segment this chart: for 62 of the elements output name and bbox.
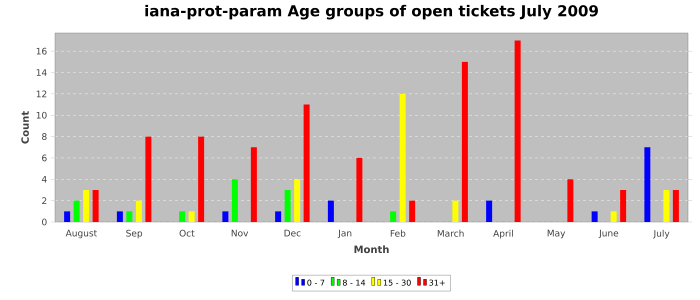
legend-label: 31+ (429, 280, 445, 286)
bar (145, 136, 152, 222)
bar (198, 136, 204, 222)
y-tick-label: 4 (42, 176, 47, 183)
bar (514, 40, 521, 222)
legend-label: 8 - 14 (342, 280, 366, 286)
bar (486, 200, 492, 222)
bar (672, 190, 679, 222)
x-tick-label: June (598, 230, 618, 238)
x-tick-label: May (548, 230, 566, 238)
bar (188, 211, 195, 222)
bar (462, 62, 468, 222)
chart-title: iana-prot-param Age groups of open tickets July 2009 (145, 4, 598, 20)
bar (356, 158, 362, 222)
bar (74, 200, 80, 222)
y-tick-label: 2 (42, 197, 46, 204)
bar (250, 147, 257, 222)
bar (567, 179, 574, 222)
legend-label: 15 - 30 (384, 280, 411, 286)
y-tick-label: 16 (36, 48, 47, 55)
x-tick-label: Jan (338, 230, 352, 238)
x-tick-label: April (493, 230, 513, 239)
y-tick-label: 12 (36, 90, 46, 98)
bar (304, 104, 310, 222)
x-tick-label: Sep (126, 230, 142, 238)
x-axis-title: Month (354, 245, 389, 254)
bar (663, 190, 670, 222)
bar (452, 200, 458, 222)
y-tick-label: 14 (36, 69, 47, 76)
y-tick-label: 8 (42, 133, 47, 140)
bar (92, 190, 99, 222)
y-tick-label: 6 (42, 154, 47, 162)
bar (409, 200, 416, 222)
bar (116, 211, 123, 222)
bar (232, 179, 238, 222)
bar (390, 211, 396, 222)
x-tick-label: July (653, 230, 670, 239)
x-tick-label: Oct (180, 230, 194, 237)
bar (592, 211, 598, 222)
bar (136, 200, 142, 222)
x-tick-label: March (438, 230, 464, 237)
y-tick-label: 0 (42, 218, 47, 226)
bar (275, 211, 282, 222)
bar (64, 211, 70, 222)
y-tick-label: 10 (36, 112, 47, 119)
bar (222, 211, 228, 222)
bar (610, 211, 617, 222)
x-tick-label: Dec (284, 230, 301, 236)
y-axis-title: Count (21, 111, 29, 144)
x-tick-label: Feb (390, 230, 406, 237)
x-tick-label: Nov (232, 230, 248, 236)
bar (400, 94, 406, 222)
bar (328, 200, 334, 222)
bar (644, 147, 650, 222)
bar (620, 190, 626, 222)
bar (83, 190, 90, 222)
bar (294, 179, 300, 222)
bar (284, 190, 291, 222)
legend-label: 0 - 7 (307, 280, 324, 286)
bar (179, 211, 186, 222)
bar (126, 211, 132, 222)
x-tick-label: August (66, 230, 97, 238)
